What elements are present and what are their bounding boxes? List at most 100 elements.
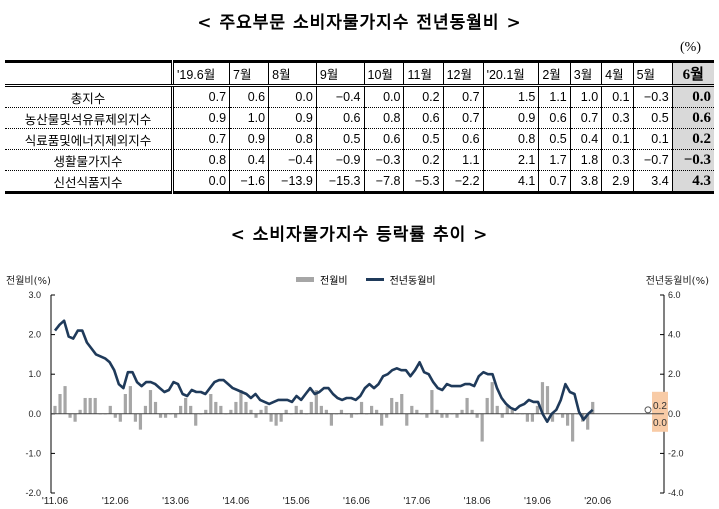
mom-bar: [259, 409, 263, 414]
row-label: 식료품및에너지제외지수: [5, 128, 173, 150]
end-label-bar: 0.0: [653, 418, 667, 429]
chart-title: < 소비자물가지수 등락률 추이 >: [230, 225, 489, 245]
mom-bar: [375, 409, 379, 414]
last-point-marker: [644, 406, 652, 414]
mom-bar: [500, 413, 504, 418]
table-row: 농산물및석유류제외지수 0.9 1.0 0.9 0.6 0.8 0.6 0.7 0.9 0.6 0.…: [5, 107, 714, 129]
table-cell: 0.9: [170, 107, 230, 129]
mom-bar: [204, 409, 208, 414]
table-cell: 4.3: [671, 170, 714, 193]
mom-bar: [138, 413, 143, 430]
column-header: '20.1월: [482, 61, 539, 87]
table-cell: 0.6: [442, 128, 484, 150]
mom-bar: [174, 413, 178, 418]
table-cell: 0.5: [632, 107, 673, 129]
mom-bar: [214, 401, 218, 414]
table-cell: −2.2: [442, 170, 484, 193]
mom-bar: [400, 394, 404, 414]
mom-bar: [179, 405, 183, 414]
table-cell: −7.8: [363, 170, 404, 193]
mom-bar: [148, 390, 153, 414]
mom-bar: [53, 405, 57, 414]
mom-bar: [209, 394, 213, 414]
mom-bar: [108, 405, 112, 414]
mom-bar: [410, 405, 414, 414]
table-cell: 0.8: [482, 128, 539, 150]
table-cell: 2.1: [482, 149, 539, 171]
cpi-yoy-table: '19.6월 7월 8월 9월 10월 11월 12월 '20.1월 2월 3월 4월 5월 6월 총지…: [5, 60, 714, 194]
table-cell: 0.1: [601, 85, 634, 108]
table-cell: 0.7: [170, 85, 230, 108]
column-header: 9월: [315, 61, 364, 87]
table-cell: 0.8: [363, 107, 404, 129]
table-cell: −0.3: [363, 149, 404, 171]
mom-bar: [184, 397, 188, 414]
table-cell: 2.9: [601, 170, 634, 193]
table-cell: 3.8: [569, 170, 602, 193]
table-cell: 0.2: [403, 85, 444, 108]
mom-bar: [475, 413, 479, 418]
table-cell: −13.9: [268, 170, 317, 193]
mom-bar: [158, 413, 163, 418]
mom-bar: [234, 401, 238, 414]
column-header: 7월: [229, 61, 269, 87]
mom-bar: [385, 413, 389, 418]
x-tick-label: '11.06: [42, 496, 69, 507]
mom-bar: [490, 382, 494, 414]
mom-bar: [550, 413, 555, 422]
x-tick-label: '19.06: [524, 496, 551, 507]
mom-bar: [229, 409, 233, 414]
mom-bar: [319, 405, 323, 414]
mom-bar: [455, 413, 459, 418]
table-cell: 0.4: [229, 149, 269, 171]
table-title: < 주요부문 소비자물가지수 전년동월비 >: [197, 13, 522, 33]
table-cell: 0.2: [403, 149, 444, 171]
mom-bar: [163, 413, 168, 418]
x-tick-label: '14.06: [222, 496, 249, 507]
right-axis-tick-label: -2.0: [668, 448, 684, 458]
mom-bar: [405, 413, 409, 426]
mom-bar: [254, 413, 258, 418]
mom-bar: [525, 413, 529, 422]
mom-bar: [465, 397, 469, 414]
mom-bar: [189, 405, 193, 414]
mom-bar: [571, 413, 575, 442]
mom-bar: [63, 386, 67, 414]
right-axis-label: 전년동월비(%): [645, 276, 709, 287]
mom-bar: [299, 409, 303, 414]
mom-bar: [370, 405, 374, 414]
mom-bar: [284, 409, 288, 414]
mom-bar: [249, 409, 253, 414]
mom-bar: [505, 405, 509, 414]
row-label: 신선식품지수: [53, 175, 123, 190]
column-header: 10월: [363, 61, 404, 87]
mom-bar: [359, 401, 364, 414]
mom-bar: [93, 397, 97, 414]
table-cell: 0.2: [671, 128, 714, 150]
row-label: 농산물및석유류제외지수: [5, 107, 173, 129]
mom-bar: [560, 413, 565, 418]
column-header: 8월: [268, 61, 317, 87]
table-cell: 0.8: [268, 128, 317, 150]
table-cell: −0.3: [632, 85, 673, 108]
right-axis-tick-label: -4.0: [668, 488, 684, 498]
column-header: 5월: [632, 61, 673, 87]
mom-bar: [565, 413, 570, 426]
mom-bar: [329, 413, 333, 426]
left-axis-tick-label: 1.0: [28, 369, 41, 379]
table-cell: 0.7: [442, 107, 484, 129]
table-cell: 0.8: [170, 149, 230, 171]
mom-bar: [123, 394, 127, 414]
table-cell: 0.9: [268, 107, 317, 129]
mom-bar: [309, 401, 313, 414]
mom-bar: [440, 413, 444, 418]
column-header: 11월: [403, 61, 444, 87]
mom-bar: [133, 413, 138, 422]
right-axis-tick-label: 4.0: [668, 330, 681, 340]
left-axis-label: 전월비(%): [6, 276, 51, 287]
mom-bar: [380, 413, 384, 426]
table-cell: 1.0: [569, 85, 602, 108]
table-cell: 0.7: [170, 128, 230, 150]
x-tick-label: '13.06: [162, 496, 189, 507]
mom-bar: [395, 401, 399, 414]
